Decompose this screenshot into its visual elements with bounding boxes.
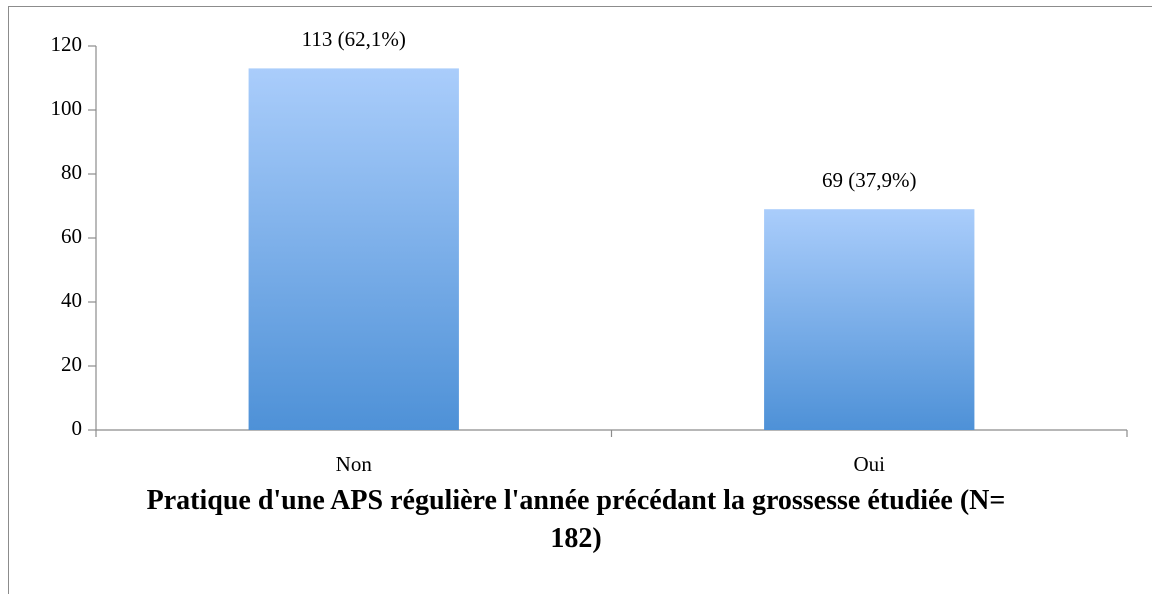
y-tick-label: 100 xyxy=(51,96,83,120)
y-tick-label: 60 xyxy=(61,224,82,248)
chart-title: Pratique d'une APS régulière l'année pré… xyxy=(146,485,1006,554)
y-tick-label: 80 xyxy=(61,160,82,184)
data-label: 113 (62,1%) xyxy=(302,27,406,51)
x-tick-label: Non xyxy=(336,452,373,476)
x-tick-label: Oui xyxy=(854,452,886,476)
bar xyxy=(248,68,459,431)
y-tick-label: 120 xyxy=(51,32,83,56)
bar xyxy=(764,209,975,430)
border xyxy=(8,6,1152,594)
data-label: 69 (37,9%) xyxy=(822,168,916,192)
y-tick-label: 20 xyxy=(61,352,82,376)
y-tick-label: 0 xyxy=(72,416,83,440)
y-tick-label: 40 xyxy=(61,288,82,312)
